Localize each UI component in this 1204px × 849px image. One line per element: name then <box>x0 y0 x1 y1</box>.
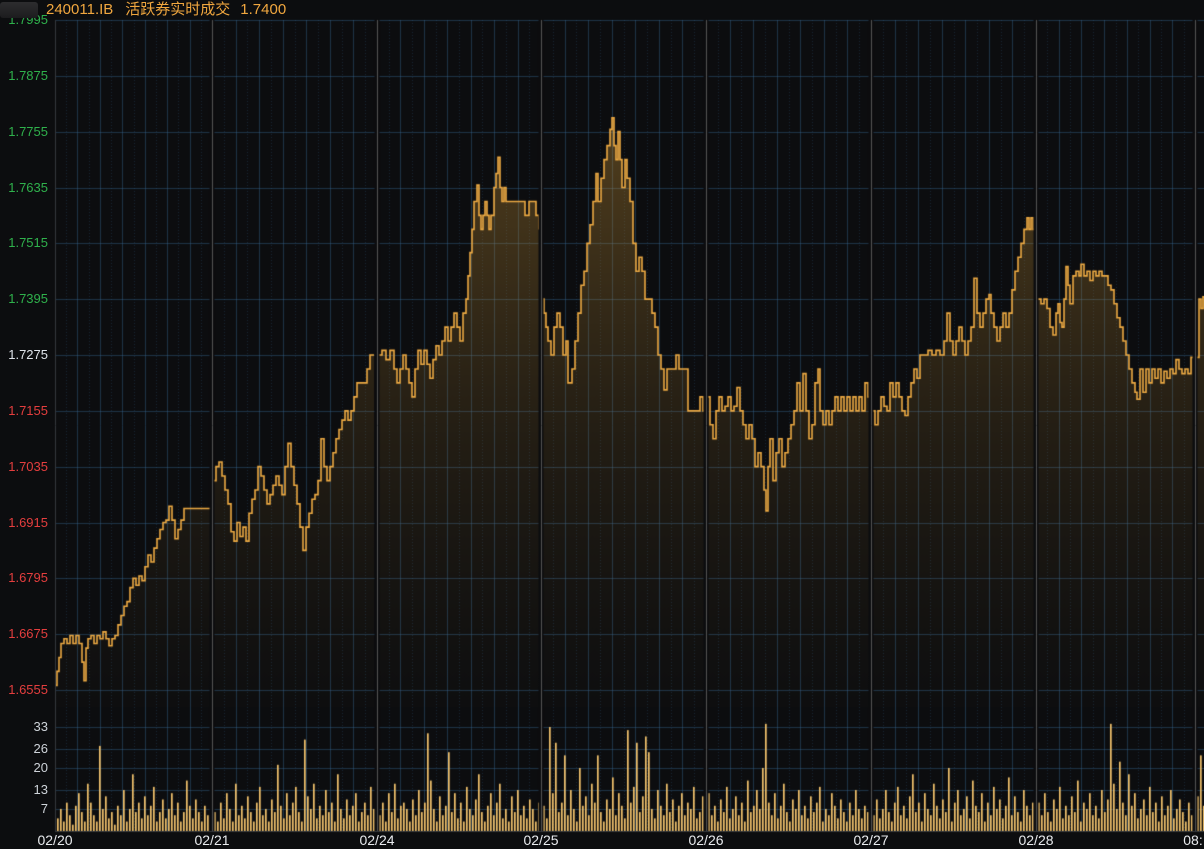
price-tick-label: 1.6555 <box>8 682 48 697</box>
price-tick-label: 1.6915 <box>8 514 48 530</box>
price-tick-label: 1.7875 <box>8 67 48 83</box>
price-tick-label: 1.7155 <box>8 402 48 418</box>
last-price: 1.7400 <box>240 1 287 18</box>
date-label: 08: <box>1183 832 1203 848</box>
header-bar: 240011.IB 活跃券实时成交 1.7400 <box>0 0 1204 20</box>
date-label: 02/21 <box>194 832 230 848</box>
price-tick-label: 1.7275 <box>8 347 48 362</box>
price-tick-label: 1.7635 <box>8 179 48 195</box>
volume-tick-label: 26 <box>33 741 48 757</box>
price-tick-label: 1.6675 <box>8 626 48 642</box>
date-label: 02/25 <box>523 832 559 848</box>
price-tick-label: 1.7755 <box>8 123 48 139</box>
security-code: 240011.IB <box>46 1 114 18</box>
volume-tick-label: 33 <box>33 719 48 734</box>
logo-placeholder <box>0 2 38 18</box>
chart-title: 活跃券实时成交 <box>125 1 231 18</box>
volume-tick-label: 7 <box>40 800 48 816</box>
price-tick-label: 1.7395 <box>8 291 48 307</box>
date-label: 02/27 <box>853 832 889 848</box>
date-label: 02/24 <box>359 832 395 848</box>
date-label: 02/28 <box>1018 832 1054 848</box>
date-label: 02/26 <box>688 832 724 848</box>
price-tick-label: 1.7515 <box>8 235 48 251</box>
date-label: 02/20 <box>37 832 73 848</box>
price-tick-label: 1.6795 <box>8 570 48 586</box>
volume-tick-label: 13 <box>33 782 48 798</box>
volume-tick-label: 20 <box>33 759 48 775</box>
price-tick-label: 1.7035 <box>8 458 48 474</box>
